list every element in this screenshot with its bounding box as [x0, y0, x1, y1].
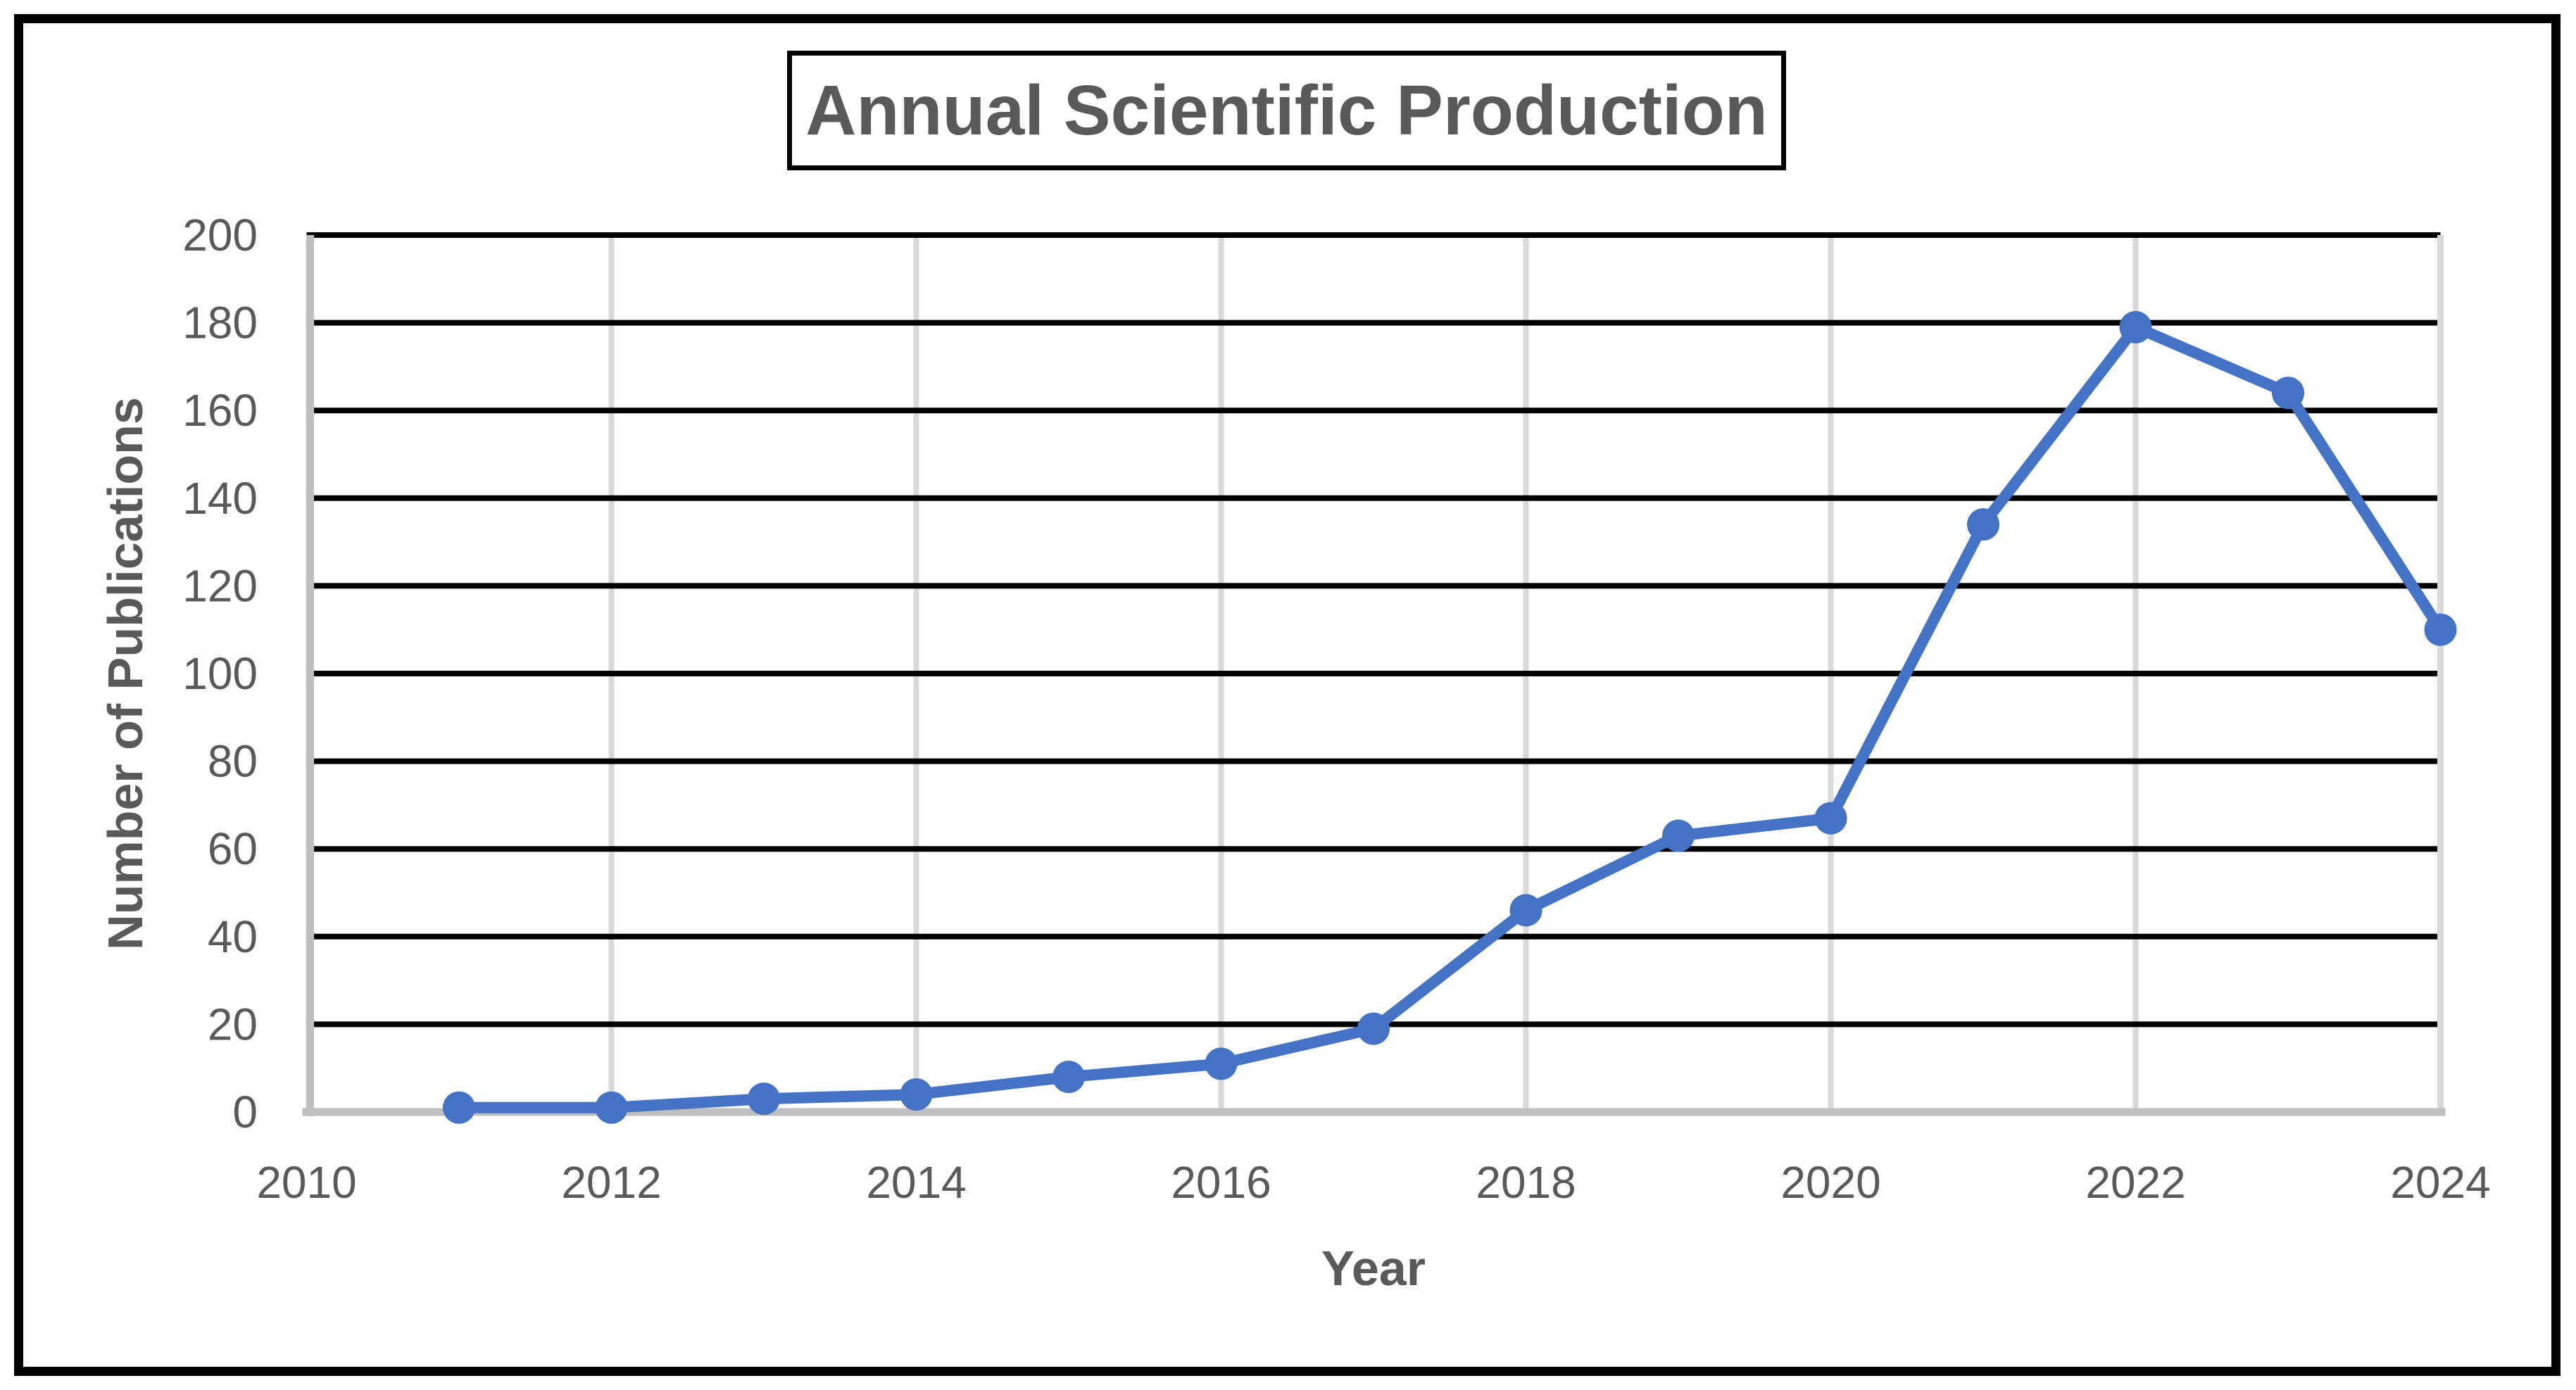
data-point-2019 — [1662, 819, 1695, 852]
data-point-2011 — [443, 1091, 475, 1124]
data-point-2020 — [1814, 802, 1847, 835]
x-tick-label: 2012 — [561, 1157, 661, 1208]
y-tick-label: 160 — [182, 385, 258, 436]
x-tick-label: 2022 — [2085, 1157, 2185, 1208]
data-point-2018 — [1509, 894, 1543, 927]
y-tick-label: 80 — [208, 736, 258, 787]
data-point-2016 — [1205, 1047, 1238, 1080]
data-point-2023 — [2272, 377, 2304, 410]
y-tick-label: 20 — [208, 999, 258, 1049]
y-tick-label: 100 — [182, 648, 258, 699]
figure-border — [14, 14, 2561, 1376]
y-tick-label: 0 — [232, 1087, 258, 1137]
x-tick-label: 2020 — [1780, 1157, 1880, 1208]
x-tick-label: 2010 — [256, 1157, 356, 1208]
data-point-2012 — [595, 1091, 628, 1124]
y-axis-title: Number of Publications — [98, 397, 153, 950]
x-tick-label: 2024 — [2390, 1157, 2490, 1208]
y-tick-label: 140 — [182, 473, 258, 524]
y-tick-label: 120 — [182, 560, 258, 611]
y-tick-label: 180 — [182, 298, 258, 348]
y-tick-label: 60 — [208, 823, 258, 874]
data-point-2022 — [2119, 310, 2152, 343]
data-point-2017 — [1357, 1012, 1390, 1045]
chart-title-box: Annual Scientific Production — [787, 51, 1786, 170]
data-point-2014 — [900, 1078, 933, 1111]
x-tick-label: 2018 — [1476, 1157, 1576, 1208]
data-point-2021 — [1967, 508, 1999, 541]
y-tick-label: 200 — [182, 210, 258, 260]
data-point-2015 — [1053, 1061, 1085, 1094]
data-point-2013 — [748, 1082, 780, 1116]
series-line — [453, 321, 2446, 1113]
y-tick-label: 40 — [208, 911, 258, 962]
x-tick-label: 2016 — [1171, 1157, 1271, 1208]
x-tick-label: 2014 — [866, 1157, 966, 1208]
data-point-2024 — [2424, 613, 2457, 646]
chart-title: Annual Scientific Production — [805, 70, 1768, 150]
x-axis-title: Year — [1321, 1241, 1426, 1296]
